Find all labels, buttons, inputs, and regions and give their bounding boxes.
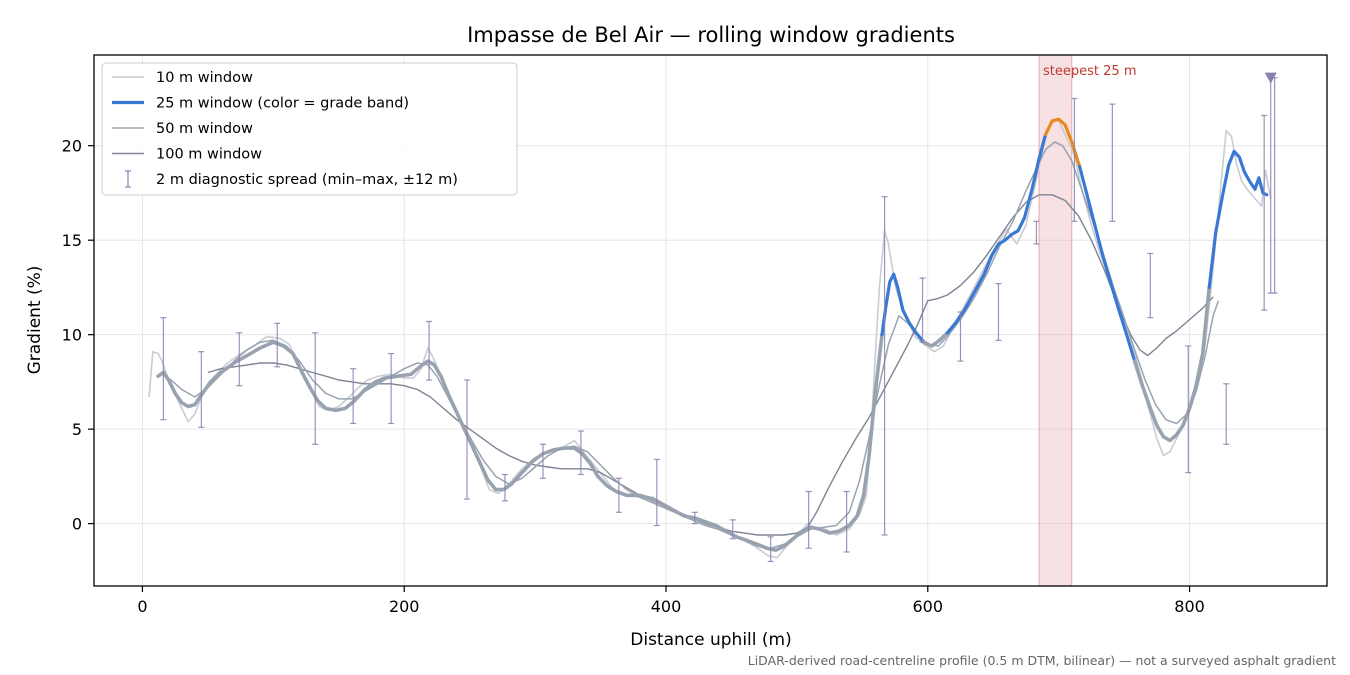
error-bar xyxy=(539,443,546,479)
y-axis-label: Gradient (%) xyxy=(25,266,45,375)
error-bar xyxy=(919,277,926,343)
x-tick-label: 200 xyxy=(389,597,420,616)
error-bar xyxy=(577,430,584,476)
series-25m-segment-moderate xyxy=(1207,149,1269,289)
error-bar xyxy=(1271,77,1278,294)
plot-frame xyxy=(93,54,1328,587)
legend-label: 100 m window xyxy=(156,147,262,163)
footnote: LiDAR-derived road-centreline profile (0… xyxy=(748,653,1336,668)
error-bar xyxy=(1147,252,1154,319)
end-marker-triangle xyxy=(1264,72,1277,84)
x-tick-label: 0 xyxy=(137,597,147,616)
steepest-label: steepest 25 m xyxy=(1043,64,1136,79)
legend-label: 10 m window xyxy=(156,70,253,86)
y-tick-label: 5 xyxy=(72,420,82,439)
error-bar xyxy=(995,283,1002,341)
legend-label: 50 m window xyxy=(156,121,253,137)
error-bar xyxy=(805,490,812,549)
series-25m-segment-steep xyxy=(1043,117,1082,169)
x-tick-label: 600 xyxy=(913,597,944,616)
error-bar xyxy=(881,196,888,536)
error-bar xyxy=(1261,114,1268,311)
error-bar xyxy=(274,322,281,368)
series-25m-segment-moderate xyxy=(1077,164,1137,363)
series-layer xyxy=(148,117,1272,559)
y-axis-ticks: 0 5 10 15 20 xyxy=(62,137,94,534)
error-bar xyxy=(729,519,736,540)
series-25m-segment-gentle xyxy=(1132,285,1211,443)
error-bar xyxy=(691,511,698,525)
series-25m-segment-moderate xyxy=(880,272,926,344)
series-25m-segment-gentle xyxy=(156,332,884,552)
error-bar xyxy=(464,379,471,500)
error-bar xyxy=(350,368,357,425)
error-bar xyxy=(198,351,205,428)
y-tick-label: 0 xyxy=(72,515,82,534)
x-tick-label: 400 xyxy=(651,597,682,616)
x-axis-label: Distance uphill (m) xyxy=(630,630,791,650)
error-bar xyxy=(843,490,850,553)
series-25m-segment-moderate xyxy=(945,132,1048,335)
error-bar xyxy=(312,332,319,445)
error-bar xyxy=(1071,97,1078,222)
error-bar xyxy=(1185,345,1192,474)
error-bar xyxy=(1109,103,1116,222)
legend-box xyxy=(101,62,518,196)
error-bar xyxy=(160,317,167,421)
y-tick-label: 20 xyxy=(62,137,82,156)
legend-label: 2 m diagnostic spread (min–max, ±12 m) xyxy=(156,172,458,188)
series-100m-line xyxy=(207,194,1214,536)
error-bar xyxy=(1223,383,1230,445)
chart-title: Impasse de Bel Air — rolling window grad… xyxy=(467,23,955,47)
error-bar xyxy=(615,477,622,513)
error-bar xyxy=(388,352,395,425)
error-bar xyxy=(767,536,774,563)
error-bar xyxy=(653,458,660,527)
x-tick-label: 800 xyxy=(1174,597,1205,616)
end-marker-layer xyxy=(1264,72,1277,84)
error-bar xyxy=(502,473,508,502)
y-tick-label: 10 xyxy=(62,326,82,345)
legend: 10 m window 25 m window (color = grade ba… xyxy=(101,62,518,196)
y-tick-label: 15 xyxy=(62,231,82,250)
series-25m-segment-gentle xyxy=(922,330,950,348)
error-bar xyxy=(1033,220,1040,245)
error-bar xyxy=(236,332,243,387)
legend-label: 25 m window (color = grade band) xyxy=(156,96,409,112)
error-bar xyxy=(426,320,433,381)
error-bar xyxy=(957,311,964,362)
x-axis-ticks: 0 200 400 600 800 xyxy=(137,586,1205,616)
